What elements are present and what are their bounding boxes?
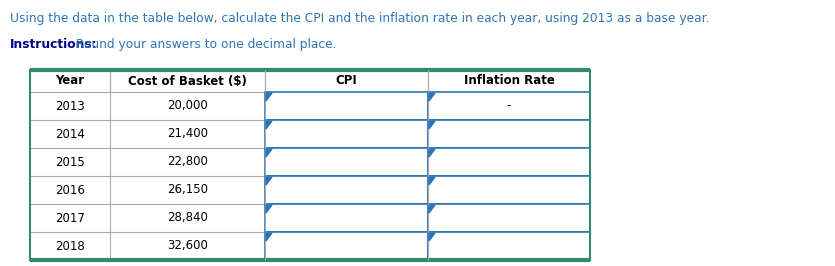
Bar [265, 148, 428, 176]
Text: Year: Year [55, 74, 84, 88]
Bar [428, 176, 590, 204]
Bar [428, 232, 590, 260]
Bar [265, 176, 428, 204]
Bar [265, 120, 428, 148]
Bar [428, 92, 590, 120]
Polygon shape [266, 93, 272, 101]
Polygon shape [429, 93, 435, 101]
Polygon shape [429, 233, 435, 241]
Text: 28,840: 28,840 [167, 211, 208, 225]
Bar [265, 92, 428, 120]
Polygon shape [266, 233, 272, 241]
Polygon shape [429, 149, 435, 157]
Text: CPI: CPI [336, 74, 357, 88]
Bar [428, 120, 590, 148]
Text: 20,000: 20,000 [167, 99, 208, 113]
Text: 26,150: 26,150 [167, 184, 208, 197]
Polygon shape [429, 205, 435, 213]
Bar [428, 204, 590, 232]
Text: -: - [507, 99, 511, 113]
Polygon shape [429, 177, 435, 185]
Text: 2016: 2016 [55, 184, 85, 197]
Bar [265, 232, 428, 260]
Text: 2017: 2017 [55, 211, 85, 225]
Text: 2014: 2014 [55, 127, 85, 140]
Text: 2015: 2015 [55, 156, 85, 168]
Text: 22,800: 22,800 [167, 156, 208, 168]
Text: Instructions:: Instructions: [10, 38, 98, 51]
Bar [428, 148, 590, 176]
Polygon shape [266, 177, 272, 185]
Polygon shape [266, 149, 272, 157]
Text: 2018: 2018 [55, 239, 85, 252]
Text: 2013: 2013 [55, 99, 85, 113]
Polygon shape [266, 205, 272, 213]
Text: 21,400: 21,400 [167, 127, 208, 140]
Text: Cost of Basket ($): Cost of Basket ($) [128, 74, 247, 88]
Text: 32,600: 32,600 [167, 239, 208, 252]
Text: Inflation Rate: Inflation Rate [463, 74, 554, 88]
Text: Using the data in the table below, calculate the CPI and the inflation rate in e: Using the data in the table below, calcu… [10, 12, 710, 25]
Polygon shape [266, 121, 272, 129]
Bar [265, 204, 428, 232]
Polygon shape [429, 121, 435, 129]
Text: Round your answers to one decimal place.: Round your answers to one decimal place. [72, 38, 337, 51]
